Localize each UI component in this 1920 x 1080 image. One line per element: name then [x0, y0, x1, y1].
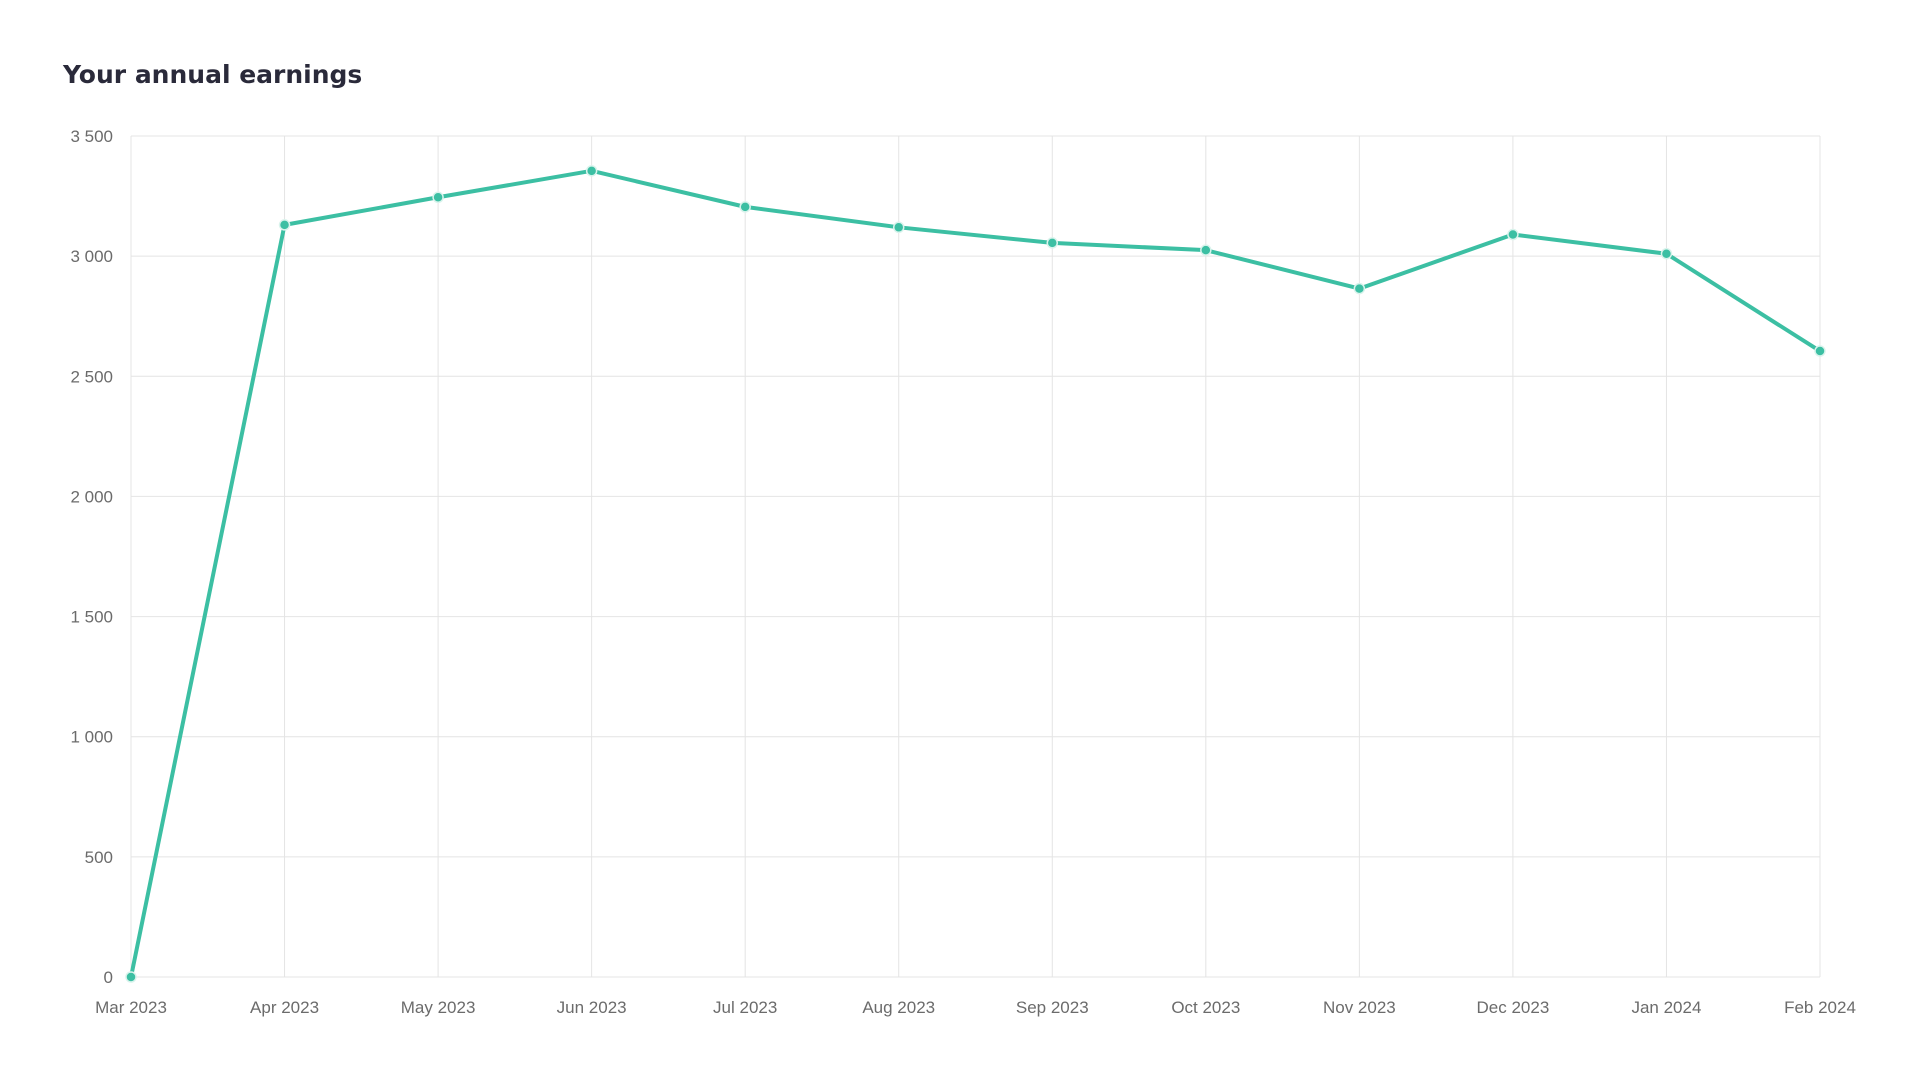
data-point[interactable] — [1353, 282, 1366, 295]
grid-lines — [130, 135, 1821, 978]
x-tick-label: Apr 2023 — [250, 998, 319, 1017]
x-tick-label: Sep 2023 — [1016, 998, 1089, 1017]
data-point[interactable] — [1660, 247, 1673, 260]
data-point[interactable] — [125, 971, 137, 983]
data-point[interactable] — [892, 221, 905, 234]
x-tick-label: Jul 2023 — [713, 998, 777, 1017]
x-tick-label: Jun 2023 — [557, 998, 627, 1017]
data-point[interactable] — [278, 219, 291, 231]
data-point[interactable] — [739, 201, 751, 213]
data-point[interactable] — [432, 191, 444, 204]
x-tick-label: Dec 2023 — [1477, 998, 1550, 1017]
data-point[interactable] — [1046, 237, 1059, 249]
y-tick-label: 3 000 — [70, 247, 113, 266]
x-tick-label: Feb 2024 — [1784, 998, 1856, 1017]
series-layer — [125, 165, 1826, 983]
x-tick-label: Nov 2023 — [1323, 998, 1396, 1017]
x-tick-label: May 2023 — [401, 998, 476, 1017]
data-point[interactable] — [585, 165, 598, 177]
y-tick-label: 2 000 — [70, 487, 113, 506]
data-point[interactable] — [1200, 244, 1212, 256]
y-tick-label: 1 500 — [70, 608, 113, 627]
y-tick-label: 500 — [85, 848, 113, 867]
x-tick-label: Oct 2023 — [1171, 998, 1240, 1017]
x-tick-label: Jan 2024 — [1631, 998, 1701, 1017]
data-point[interactable] — [1507, 228, 1519, 241]
y-tick-label: 1 000 — [70, 728, 113, 747]
y-tick-label: 3 500 — [70, 127, 113, 146]
data-point[interactable] — [1814, 345, 1826, 357]
series-line — [129, 168, 1822, 979]
x-tick-label: Mar 2023 — [95, 998, 167, 1017]
y-tick-label: 0 — [104, 968, 113, 987]
axis-labels: 0 500 1 000 1 500 2 000 2 500 3 000 3 500 Mar 20… — [70, 127, 1855, 1017]
chart-title: Your annual earnings — [63, 60, 363, 89]
x-tick-label: Aug 2023 — [862, 998, 935, 1017]
y-tick-label: 2 500 — [70, 367, 113, 386]
